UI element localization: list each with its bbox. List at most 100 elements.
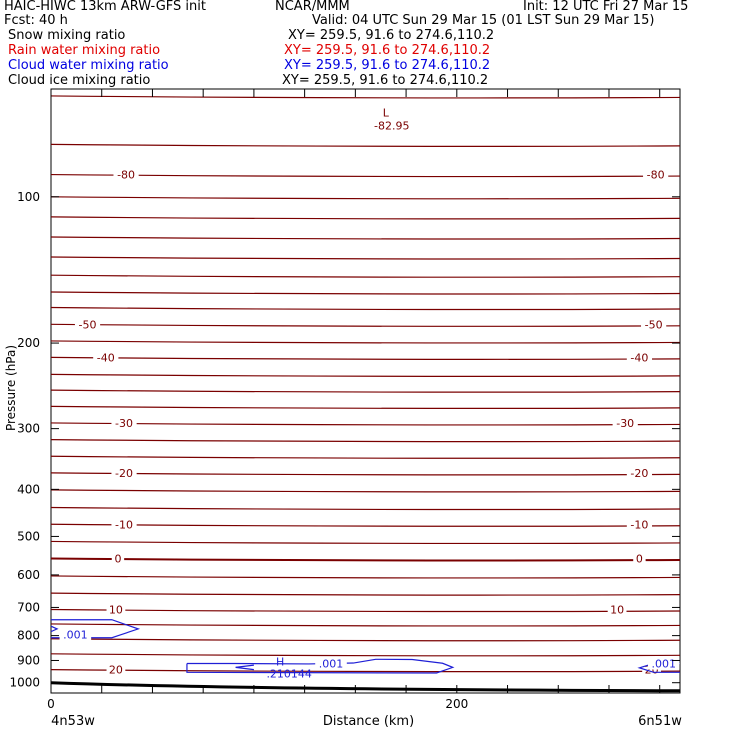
isotherm-contour [50, 389, 681, 393]
isotherm-label: 10 [109, 604, 123, 617]
isotherm-label-bg [633, 551, 646, 565]
field-xy-snow: XY= 259.5, 91.6 to 274.6,110.2 [288, 28, 495, 43]
isotherm-contour [50, 422, 681, 426]
isotherm-contour [50, 623, 681, 627]
cloud-water-contour [51, 619, 141, 639]
isotherm-label-bg [93, 350, 119, 364]
isotherm-label: -30 [616, 417, 634, 430]
isotherm-label-bg [111, 517, 137, 531]
isotherm-contour [50, 638, 681, 642]
isotherm-contour [50, 236, 681, 240]
isotherm-contour [50, 356, 681, 360]
x-axis-title: Distance (km) [323, 714, 414, 729]
cloud-water-label: .001 [63, 628, 88, 641]
plot-frame [50, 88, 681, 694]
isotherm-label-bg [626, 517, 653, 531]
isotherm-contour [50, 323, 681, 327]
isotherm-contour [50, 523, 681, 527]
valid-time: Valid: 04 UTC Sun 29 Mar 15 (01 LST Sun … [312, 13, 655, 28]
isotherm-contour [50, 455, 681, 459]
y-tick-label: 1000 [9, 676, 40, 690]
isotherm-contour [50, 557, 681, 562]
y-tick-label: 600 [17, 568, 40, 582]
isotherm-label: 0 [114, 552, 121, 565]
isotherm-contour [50, 405, 681, 409]
isotherm-contour [50, 196, 681, 200]
field-name-cloud-ice: Cloud ice mixing ratio [8, 73, 151, 88]
isotherm-contour [50, 306, 681, 311]
isotherm-label-bg [111, 415, 137, 429]
cloud-water-label-bg [315, 656, 347, 670]
isotherm-contour [50, 669, 681, 673]
isotherm-label: -50 [645, 318, 663, 331]
y-tick-label: 400 [17, 482, 40, 496]
isotherm-label-bg [74, 317, 101, 331]
y-axis-title: Pressure (hPa) [4, 345, 18, 431]
isotherm-label: 20 [109, 664, 123, 677]
isotherm-label-bg [641, 317, 667, 331]
isotherm-contour [50, 216, 681, 220]
chart-title: HAIC-HIWC 13km ARW-GFS init [4, 0, 206, 14]
cloud-water-contour [50, 625, 59, 633]
isotherm-contour [50, 173, 681, 178]
cloud-water-label-bg [647, 656, 680, 670]
isotherm-label: -10 [630, 518, 648, 531]
cloud-water-contour [235, 666, 254, 671]
isotherm-label: -80 [117, 169, 135, 182]
y-tick-label: 300 [17, 422, 40, 436]
cloud-water-contour [186, 658, 455, 674]
isotherm-label-bg [111, 465, 137, 479]
y-tick-label: 800 [17, 629, 40, 643]
x-tick-label: 0 [47, 697, 55, 711]
cloud-max-symbol: H [276, 655, 284, 668]
minimum-symbol: L [383, 106, 390, 119]
minimum-value: -82.95 [374, 119, 409, 132]
isotherm-contour [50, 575, 681, 579]
cloud-water-label: .001 [652, 657, 677, 670]
terrain-line [50, 681, 681, 693]
field-xy-cloud-ice: XY= 259.5, 91.6 to 274.6,110.2 [282, 73, 489, 88]
field-xy-rain: XY= 259.5, 91.6 to 274.6,110.2 [284, 43, 491, 58]
isotherm-contour [50, 291, 681, 295]
y-tick-label: 100 [17, 190, 40, 204]
isotherm-contour [50, 256, 681, 260]
field-name-cloud-water: Cloud water mixing ratio [8, 58, 169, 73]
isotherm-contour [50, 653, 681, 657]
isotherm-label-bg [607, 602, 627, 616]
isotherm-label-bg [612, 415, 638, 429]
isotherm-contour [50, 472, 681, 476]
isotherm-label: -40 [97, 351, 115, 364]
y-tick-label: 900 [17, 653, 40, 667]
left-endpoint-label: 4n53w [51, 714, 95, 729]
isotherm-label-bg [643, 167, 669, 181]
field-name-rain: Rain water mixing ratio [8, 43, 161, 58]
y-tick-label: 200 [17, 336, 40, 350]
right-endpoint-label: 6n51w [638, 714, 682, 729]
isotherm-contour [50, 274, 681, 278]
isotherm-label-bg [626, 465, 653, 479]
cloud-water-contour [235, 664, 254, 668]
isotherm-label-bg [106, 662, 126, 676]
org-label: NCAR/MMM [275, 0, 350, 14]
isotherm-label-bg [111, 551, 125, 565]
cloud-max-value: .210144 [266, 667, 312, 680]
isotherm-contour [50, 540, 681, 545]
isotherm-label: -10 [115, 518, 133, 531]
cloud-water-label-bg [59, 627, 92, 641]
x-tick-label: 200 [445, 697, 468, 711]
init-time: Init: 12 UTC Fri 27 Mar 15 [523, 0, 689, 14]
isotherm-contour [50, 438, 681, 443]
isotherm-label-bg [626, 350, 653, 364]
isotherm-contour [50, 340, 681, 344]
isotherm-contour [50, 489, 681, 493]
isotherm-contour [50, 95, 681, 99]
cloud-water-label: .001 [319, 658, 344, 671]
isotherm-label: -20 [630, 467, 648, 480]
forecast-hour: Fcst: 40 h [4, 13, 68, 28]
isotherm-label: -30 [115, 417, 133, 430]
isotherm-label: -20 [115, 467, 133, 480]
isotherm-label: -40 [630, 351, 648, 364]
isotherm-label: -80 [647, 169, 665, 182]
y-tick-label: 700 [17, 600, 40, 614]
